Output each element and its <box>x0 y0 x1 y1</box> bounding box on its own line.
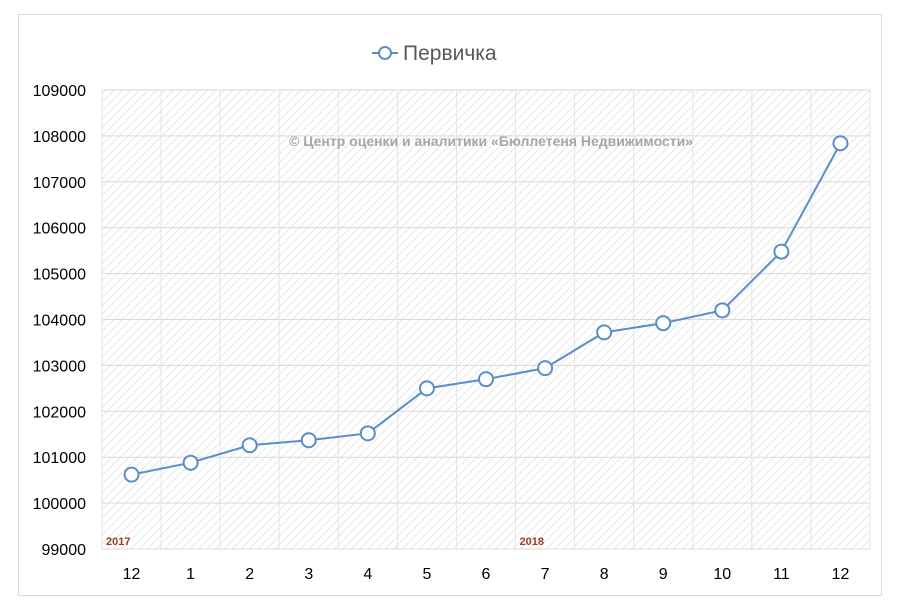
data-point-marker <box>123 466 140 483</box>
y-tick-label: 109000 <box>33 83 86 100</box>
y-tick-label: 99000 <box>42 542 87 559</box>
y-tick-label: 102000 <box>33 404 86 421</box>
series-layer <box>123 135 849 483</box>
x-tick-label: 1 <box>186 566 195 583</box>
year-label: 2017 <box>106 536 130 548</box>
legend-marker-swatch <box>378 46 392 60</box>
x-tick-label: 4 <box>363 566 372 583</box>
y-tick-label: 107000 <box>33 175 86 192</box>
y-tick-label: 101000 <box>33 450 86 467</box>
data-point-marker <box>478 371 494 388</box>
data-point-marker <box>832 135 849 152</box>
x-tick-label: 10 <box>713 566 731 583</box>
y-axis-ticks: 99000 100000 101000 102000 103000 104000 10500… <box>33 83 86 559</box>
x-tick-label: 9 <box>659 566 668 583</box>
year-labels: 2017 2018 <box>106 536 544 548</box>
data-point-marker <box>773 243 790 260</box>
x-tick-label: 11 <box>773 566 790 583</box>
y-tick-label: 103000 <box>33 358 86 375</box>
data-point-marker <box>537 360 554 377</box>
data-point-marker <box>182 454 199 471</box>
data-point-marker <box>241 437 258 454</box>
x-tick-label: 7 <box>541 566 550 583</box>
y-tick-label: 105000 <box>33 267 86 284</box>
data-point-marker <box>300 432 317 449</box>
x-tick-label: 12 <box>123 566 141 583</box>
data-point-marker <box>714 302 731 319</box>
watermark-text: © Центр оценки и аналитики «Бюллетеня Не… <box>289 133 693 149</box>
y-tick-label: 100000 <box>33 496 86 513</box>
legend-label: Первичка <box>403 42 497 65</box>
x-tick-label: 6 <box>482 566 491 583</box>
x-tick-label: 3 <box>304 566 313 583</box>
legend: Первичка <box>372 42 497 65</box>
data-point-marker <box>359 425 376 442</box>
x-tick-label: 5 <box>422 566 431 583</box>
y-tick-label: 106000 <box>33 221 86 238</box>
x-tick-label: 2 <box>245 566 254 583</box>
x-tick-label: 8 <box>600 566 609 583</box>
year-label: 2018 <box>520 536 544 548</box>
data-point-marker <box>596 324 613 341</box>
data-point-marker <box>418 380 435 397</box>
x-tick-label: 12 <box>832 566 850 583</box>
y-tick-label: 108000 <box>33 129 86 146</box>
y-tick-label: 104000 <box>33 313 86 330</box>
x-axis-ticks: 12 1 2 3 4 5 6 7 8 9 10 11 12 <box>123 566 850 583</box>
gridlines <box>101 89 871 550</box>
data-point-marker <box>655 315 672 332</box>
